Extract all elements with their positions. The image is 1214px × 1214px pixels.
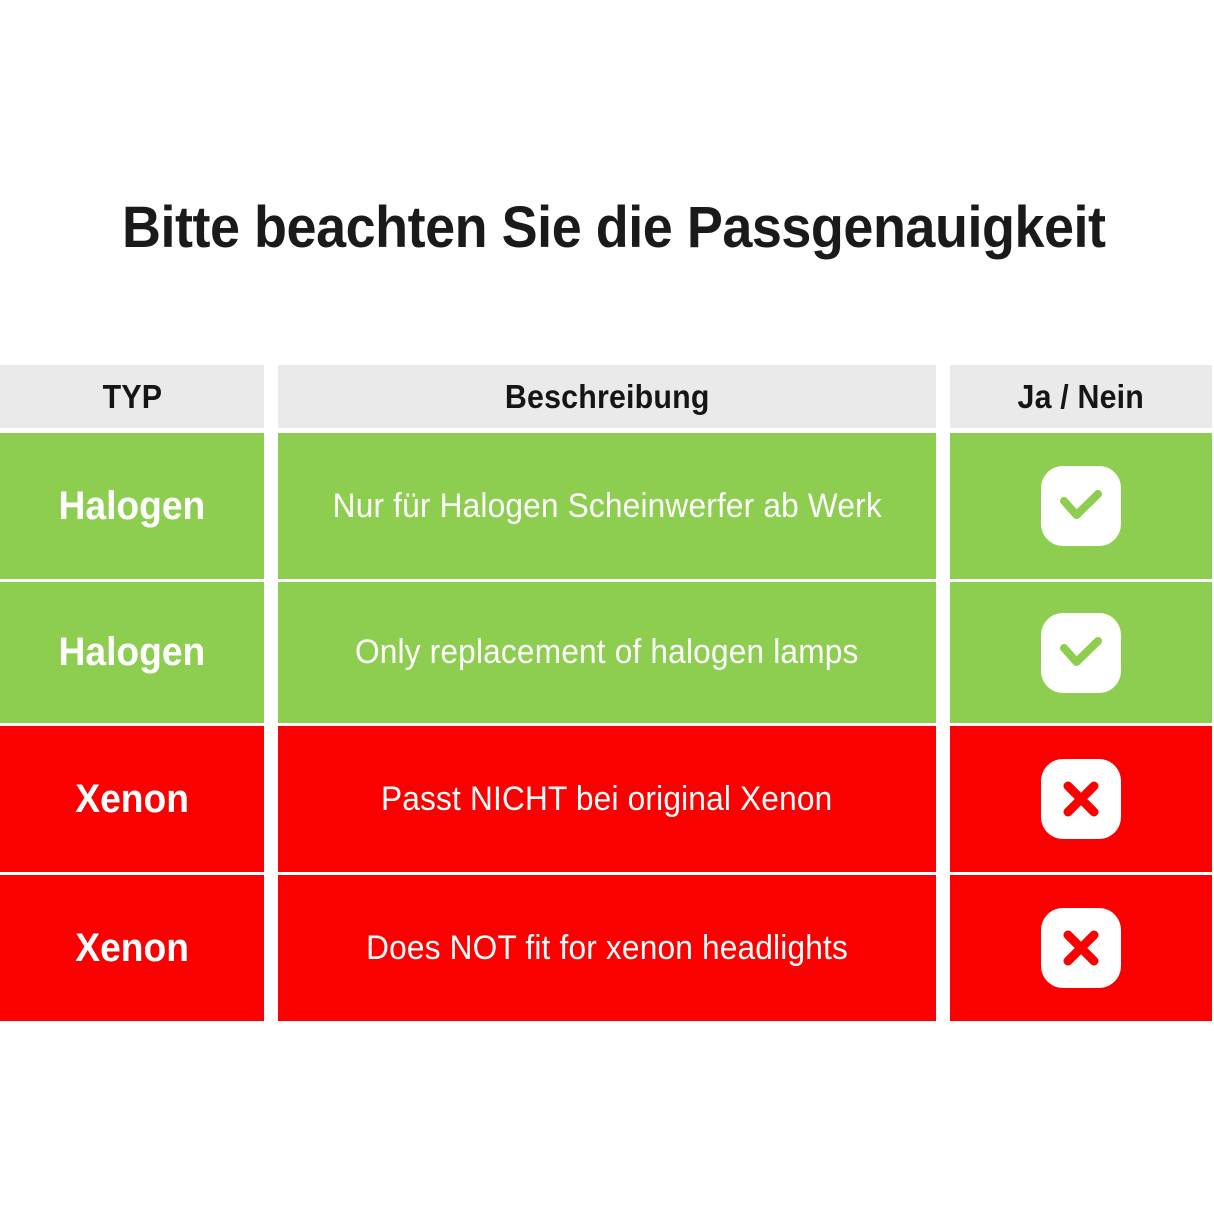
type-label: Xenon	[75, 776, 189, 821]
type-label: Halogen	[58, 483, 206, 528]
cell-type: Halogen	[0, 582, 264, 723]
cell-description: Passt NICHT bei original Xenon	[278, 726, 936, 872]
table-row: Halogen Only replacement of halogen lamp…	[0, 582, 1212, 723]
cell-description: Nur für Halogen Scheinwerfer ab Werk	[278, 433, 936, 579]
description-label: Passt NICHT bei original Xenon	[381, 779, 833, 818]
header-cell-type: TYP	[0, 365, 264, 428]
check-icon	[1055, 480, 1107, 532]
status-badge	[1041, 908, 1121, 988]
cell-type: Halogen	[0, 433, 264, 579]
status-badge	[1041, 466, 1121, 546]
table-row: Xenon Passt NICHT bei original Xenon	[0, 726, 1212, 872]
header-label-type: TYP	[102, 377, 162, 415]
cell-verdict	[950, 582, 1212, 723]
description-label: Only replacement of halogen lamps	[355, 633, 859, 671]
cell-verdict	[950, 433, 1212, 579]
table-row: Xenon Does NOT fit for xenon headlights	[0, 875, 1212, 1021]
type-label: Xenon	[75, 925, 189, 970]
header-label-description: Beschreibung	[504, 377, 710, 415]
cell-description: Only replacement of halogen lamps	[278, 582, 936, 723]
check-icon	[1055, 627, 1107, 679]
header-label-verdict: Ja / Nein	[1017, 377, 1145, 415]
table-row: Halogen Nur für Halogen Scheinwerfer ab …	[0, 433, 1212, 579]
cell-description: Does NOT fit for xenon headlights	[278, 875, 936, 1021]
page-title: Bitte beachten Sie die Passgenauigkeit	[122, 195, 1106, 260]
description-label: Nur für Halogen Scheinwerfer ab Werk	[332, 486, 882, 525]
cross-icon	[1055, 773, 1107, 825]
cell-type: Xenon	[0, 875, 264, 1021]
header-cell-verdict: Ja / Nein	[950, 365, 1212, 428]
cell-verdict	[950, 875, 1212, 1021]
status-badge	[1041, 759, 1121, 839]
cell-verdict	[950, 726, 1212, 872]
cross-icon	[1055, 922, 1107, 974]
type-label: Halogen	[58, 630, 206, 674]
cell-type: Xenon	[0, 726, 264, 872]
fitment-table: TYP Beschreibung Ja / Nein Halogen Nur f…	[0, 365, 1212, 1021]
description-label: Does NOT fit for xenon headlights	[366, 928, 848, 967]
table-header-row: TYP Beschreibung Ja / Nein	[0, 365, 1212, 428]
header-cell-description: Beschreibung	[278, 365, 936, 428]
status-badge	[1041, 612, 1121, 693]
